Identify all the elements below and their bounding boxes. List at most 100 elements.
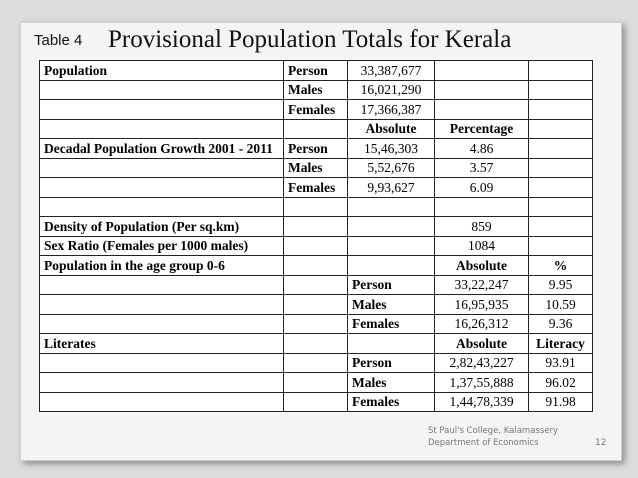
table-row: Population in the age group 0-6 Absolute… [39, 255, 593, 276]
table-cell: Females [283, 177, 348, 198]
table-cell [39, 79, 284, 100]
table-row: Sex Ratio (Females per 1000 males) 1084 [39, 235, 593, 256]
table-cell: 859 [434, 216, 529, 237]
table-cell [283, 372, 348, 393]
table-row: Decadal Population Growth 2001 - 2011 Pe… [39, 138, 593, 159]
table-cell [39, 352, 284, 373]
table-cell: Males [347, 294, 435, 315]
table-cell: Absolute [434, 333, 529, 354]
table-cell [39, 157, 284, 178]
footer-college: St Paul's College, Kalamassery [428, 426, 559, 436]
table-cell: 17,366,387 [347, 99, 435, 120]
table-cell: Males [283, 79, 348, 100]
table-row: Females 9,93,627 6.09 [39, 177, 593, 198]
table-cell: Density of Population (Per sq.km) [39, 216, 284, 237]
table-row: Females 1,44,78,339 91.98 [39, 391, 593, 412]
table-row: Literates Absolute Literacy [39, 333, 593, 354]
table-cell: 93.91 [528, 352, 593, 373]
population-table: Population Person 33,387,677 Males 16,02… [39, 60, 593, 412]
table-cell: Males [347, 372, 435, 393]
table-row: Males 1,37,55,888 96.02 [39, 372, 593, 393]
table-cell [347, 196, 435, 217]
footer-department: Department of Economics [428, 438, 539, 448]
table-cell [283, 118, 348, 139]
table-cell: Percentage [434, 118, 529, 139]
table-cell [39, 274, 284, 295]
table-cell: 9,93,627 [347, 177, 435, 198]
table-cell [283, 274, 348, 295]
table-cell: 91.98 [528, 391, 593, 412]
table-cell: Population [39, 60, 284, 81]
table-cell: 9.36 [528, 313, 593, 334]
table-cell: Decadal Population Growth 2001 - 2011 [39, 138, 284, 159]
table-cell: 1,37,55,888 [434, 372, 529, 393]
table-row: Person 2,82,43,227 93.91 [39, 352, 593, 373]
table-cell: 3.57 [434, 157, 529, 178]
table-cell [39, 99, 284, 120]
table-cell: 9.95 [528, 274, 593, 295]
table-cell: Person [283, 138, 348, 159]
table-cell [283, 255, 348, 276]
table-cell: 33,387,677 [347, 60, 435, 81]
table-cell [347, 255, 435, 276]
table-cell: 16,26,312 [434, 313, 529, 334]
table-cell [283, 196, 348, 217]
table-cell: 1084 [434, 235, 529, 256]
table-cell [347, 235, 435, 256]
table-row: Males 5,52,676 3.57 [39, 157, 593, 178]
table-cell [283, 313, 348, 334]
table-cell: 4.86 [434, 138, 529, 159]
table-cell [39, 118, 284, 139]
table-cell: Population in the age group 0-6 [39, 255, 284, 276]
table-cell: 2,82,43,227 [434, 352, 529, 373]
table-cell: Person [347, 352, 435, 373]
table-cell [528, 60, 593, 81]
table-cell [528, 196, 593, 217]
table-cell: Males [283, 157, 348, 178]
table-cell: Person [283, 60, 348, 81]
table-cell [39, 313, 284, 334]
table-cell [434, 196, 529, 217]
table-cell: Absolute [347, 118, 435, 139]
table-row: Density of Population (Per sq.km) 859 [39, 216, 593, 237]
table-cell: % [528, 255, 593, 276]
table-cell [39, 391, 284, 412]
table-cell [528, 235, 593, 256]
table-cell [283, 352, 348, 373]
table-cell [39, 372, 284, 393]
table-row: Females 16,26,312 9.36 [39, 313, 593, 334]
table-cell [283, 294, 348, 315]
table-cell [528, 216, 593, 237]
table-cell: 5,52,676 [347, 157, 435, 178]
table-cell: 33,22,247 [434, 274, 529, 295]
table-label: Table 4 [34, 32, 83, 49]
table-cell: Females [347, 313, 435, 334]
table-cell [434, 79, 529, 100]
table-cell: 10.59 [528, 294, 593, 315]
table-cell [283, 333, 348, 354]
table-cell [347, 333, 435, 354]
table-cell: 16,95,935 [434, 294, 529, 315]
table-cell [39, 196, 284, 217]
table-cell: Literates [39, 333, 284, 354]
table-row: Population Person 33,387,677 [39, 60, 593, 81]
table-cell: Person [347, 274, 435, 295]
table-row: Males 16,95,935 10.59 [39, 294, 593, 315]
table-row: Males 16,021,290 [39, 79, 593, 100]
table-row: Absolute Percentage [39, 118, 593, 139]
table-cell [39, 294, 284, 315]
table-cell [39, 177, 284, 198]
table-cell [283, 235, 348, 256]
table-cell: 1,44,78,339 [434, 391, 529, 412]
table-cell: Females [283, 99, 348, 120]
table-row: Person 33,22,247 9.95 [39, 274, 593, 295]
table-cell: 96.02 [528, 372, 593, 393]
table-cell: 15,46,303 [347, 138, 435, 159]
table-cell: Absolute [434, 255, 529, 276]
table-cell: 16,021,290 [347, 79, 435, 100]
table-cell: Literacy [528, 333, 593, 354]
table-cell [528, 138, 593, 159]
table-cell [528, 157, 593, 178]
table-cell [528, 177, 593, 198]
table-cell [528, 79, 593, 100]
